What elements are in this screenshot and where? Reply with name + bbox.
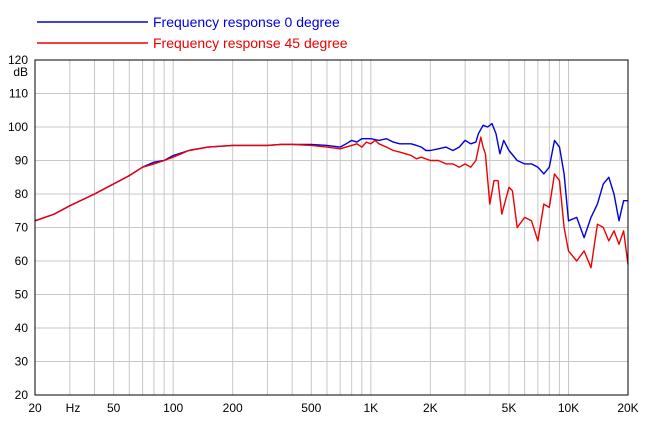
x-tick-label: 5K <box>502 401 517 415</box>
y-tick-label: 40 <box>15 321 29 335</box>
x-tick-label: 200 <box>223 401 243 415</box>
legend-label: Frequency response 45 degree <box>153 35 348 51</box>
x-tick-label: 100 <box>163 401 183 415</box>
series-lines <box>34 122 629 269</box>
legend-label: Frequency response 0 degree <box>153 14 340 30</box>
y-axis-label: dB <box>13 65 28 79</box>
y-tick-label: 20 <box>15 388 29 402</box>
x-tick-label: 500 <box>301 401 321 415</box>
plot-frame <box>34 59 629 396</box>
y-tick-label: 60 <box>15 254 29 268</box>
grid-lines <box>34 59 629 396</box>
x-tick-label: 10K <box>558 401 579 415</box>
y-tick-label: 50 <box>15 288 29 302</box>
x-tick-label: 20K <box>617 401 638 415</box>
x-tick-label: 50 <box>107 401 121 415</box>
x-tick-label: 20 <box>28 401 42 415</box>
y-tick-label: 30 <box>15 355 29 369</box>
x-tick-label: 1K <box>363 401 378 415</box>
x-axis-label: Hz <box>66 401 81 415</box>
y-tick-label: 80 <box>15 187 29 201</box>
legend: Frequency response 0 degree Frequency res… <box>37 14 348 51</box>
y-tick-label: 100 <box>8 120 28 134</box>
series-line-0-degree <box>34 122 628 239</box>
y-tick-label: 110 <box>9 87 28 101</box>
x-tick-label: 2K <box>423 401 438 415</box>
series-line-45-degree <box>34 136 629 269</box>
y-tick-label: 120 <box>8 53 28 67</box>
y-tick-label: 70 <box>15 221 29 235</box>
y-tick-label: 90 <box>15 154 29 168</box>
